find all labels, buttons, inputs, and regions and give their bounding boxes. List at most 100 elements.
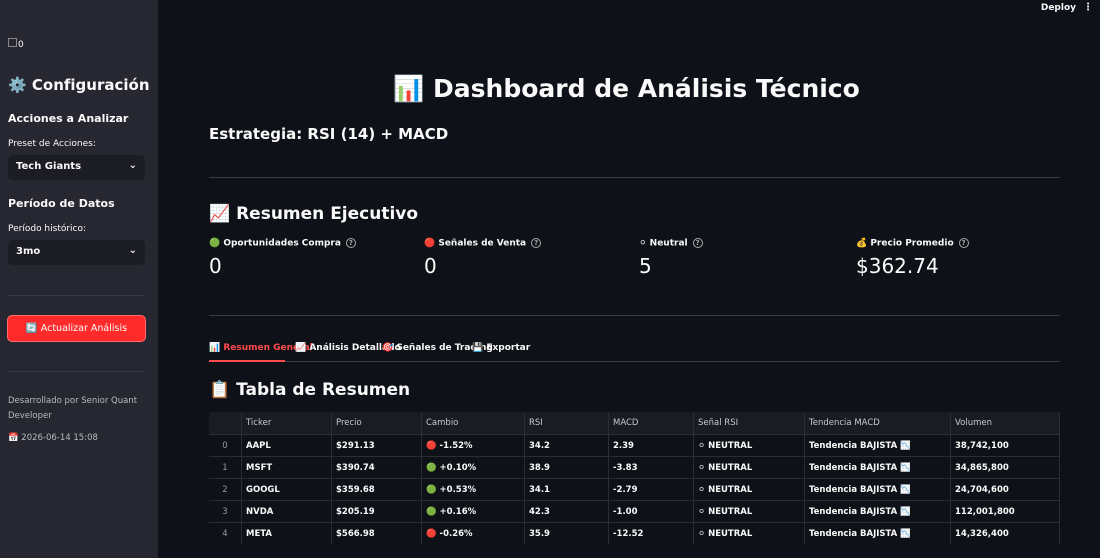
divider: [8, 295, 145, 296]
logo-alt: 0: [18, 40, 24, 50]
table-cell: Tendencia BAJISTA 📉: [804, 434, 951, 457]
metric-label-text: ⚪ Neutral: [639, 238, 688, 249]
column-header: RSI: [524, 412, 609, 435]
tab[interactable]: 📊 Resumen General: [209, 343, 313, 353]
update-button[interactable]: 🔄 Actualizar Análisis: [7, 315, 146, 342]
divider: [209, 315, 1060, 316]
table-row: 3 NVDA $205.19 🟢 +0.16% 42.3 -1.00 ⚪ NEUTRAL Te…: [209, 500, 1060, 523]
metric-label: ⚪ Neutral?: [639, 238, 703, 249]
table-cell: 🔴 -1.52%: [421, 434, 525, 457]
metric-label-text: 🔴 Señales de Venta: [424, 238, 527, 249]
table-cell: $205.19: [331, 500, 422, 523]
table-cell: ⚪ NEUTRAL: [693, 434, 805, 457]
table-cell: 🔴 -0.26%: [421, 522, 525, 544]
period-select[interactable]: 3mo ⌄: [8, 240, 145, 265]
table-row: 2 GOOGL $359.68 🟢 +0.53% 34.1 -2.79 ⚪ NEUTRAL T…: [209, 478, 1060, 501]
table-cell: -3.83: [608, 456, 694, 479]
table-cell: Tendencia BAJISTA 📉: [804, 500, 951, 523]
table-cell: $291.13: [331, 434, 422, 457]
help-icon: ?: [958, 238, 969, 248]
table-cell: ⚪ NEUTRAL: [693, 500, 805, 523]
summary-table: Ticker Precio Cambio RSI MACD Señal RSI Tenden…: [209, 412, 1060, 544]
table-cell: $566.98: [331, 522, 422, 544]
table-cell: 🟢 +0.10%: [421, 456, 525, 479]
table-cell: MSFT: [241, 456, 332, 479]
table-cell: 42.3: [524, 500, 609, 523]
tab[interactable]: 🎯 Señales de Trading: [382, 343, 493, 353]
column-header: [209, 412, 242, 435]
logo: 0: [8, 38, 24, 50]
table-cell: ⚪ NEUTRAL: [693, 456, 805, 479]
table-cell: META: [241, 522, 332, 544]
preset-select[interactable]: Tech Giants ⌄: [8, 155, 145, 180]
table-cell: $390.74: [331, 456, 422, 479]
row-index: 4: [209, 522, 242, 544]
metric-value: $362.74: [856, 254, 939, 278]
table-cell: 38,742,100: [950, 434, 1060, 457]
row-index: 2: [209, 478, 242, 501]
row-index: 1: [209, 456, 242, 479]
field-label: Preset de Acciones:: [8, 139, 96, 149]
table-row: 4 META $566.98 🔴 -0.26% 35.9 -12.52 ⚪ NEUTRAL T…: [209, 522, 1060, 544]
table-cell: -1.00: [608, 500, 694, 523]
table-row: 0 AAPL $291.13 🔴 -1.52% 34.2 2.39 ⚪ NEUTRAL Ten…: [209, 434, 1060, 457]
help-icon: ?: [531, 238, 542, 248]
tab[interactable]: 💾 Exportar: [472, 343, 531, 353]
table-cell: 🟢 +0.16%: [421, 500, 525, 523]
select-value: Tech Giants: [16, 161, 82, 172]
divider: [8, 371, 145, 372]
metric-label-text: 💰 Precio Promedio: [856, 238, 954, 249]
table-cell: 14,326,400: [950, 522, 1060, 544]
table-cell: ⚪ NEUTRAL: [693, 522, 805, 544]
column-header: Cambio: [421, 412, 525, 435]
section-heading: Acciones a Analizar: [8, 112, 129, 125]
help-icon: ?: [692, 238, 703, 248]
table-cell: $359.68: [331, 478, 422, 501]
row-index: 3: [209, 500, 242, 523]
tab[interactable]: 📈 Análisis Detallado: [295, 343, 401, 353]
sidebar: 0 ⚙️ Configuración Acciones a Analizar P…: [0, 0, 158, 558]
page-title: 📊 Dashboard de Análisis Técnico: [393, 74, 860, 103]
table-cell: 2.39: [608, 434, 694, 457]
table-cell: 34.2: [524, 434, 609, 457]
metric-value: 0: [424, 254, 437, 278]
section-heading: Período de Datos: [8, 197, 115, 210]
column-header: Señal RSI: [693, 412, 805, 435]
footer-text: Desarrollado por Senior Quant Developer: [8, 396, 138, 421]
help-icon: ?: [345, 238, 356, 248]
column-header: MACD: [608, 412, 694, 435]
table-cell: GOOGL: [241, 478, 332, 501]
table-row: 1 MSFT $390.74 🟢 +0.10% 38.9 -3.83 ⚪ NEUTRAL Te…: [209, 456, 1060, 479]
column-header: Precio: [331, 412, 422, 435]
timestamp: 📅 2026-06-14 15:08: [8, 433, 98, 443]
table-cell: Tendencia BAJISTA 📉: [804, 456, 951, 479]
table-cell: 38.9: [524, 456, 609, 479]
metric-label: 🔴 Señales de Venta?: [424, 238, 542, 249]
table-cell: 112,001,800: [950, 500, 1060, 523]
section-title: 📋 Tabla de Resumen: [209, 380, 411, 400]
subtitle: Estrategia: RSI (14) + MACD: [209, 125, 449, 143]
table-cell: 34,865,800: [950, 456, 1060, 479]
deploy-button[interactable]: Deploy: [1040, 3, 1076, 13]
table-cell: 24,704,600: [950, 478, 1060, 501]
table-cell: Tendencia BAJISTA 📉: [804, 478, 951, 501]
menu-button[interactable]: ⋮: [1083, 2, 1093, 13]
column-header: Volumen: [950, 412, 1060, 435]
metric-label-text: 🟢 Oportunidades Compra: [209, 238, 341, 249]
table-cell: 🟢 +0.53%: [421, 478, 525, 501]
select-value: 3mo: [16, 246, 41, 257]
table-cell: ⚪ NEUTRAL: [693, 478, 805, 501]
table-cell: 35.9: [524, 522, 609, 544]
table-cell: -12.52: [608, 522, 694, 544]
divider: [209, 177, 1060, 178]
section-title: 📈 Resumen Ejecutivo: [209, 204, 419, 224]
metric-value: 5: [639, 254, 652, 278]
table-cell: -2.79: [608, 478, 694, 501]
metric-value: 0: [209, 254, 222, 278]
tab-rule: [209, 361, 1060, 362]
table-cell: AAPL: [241, 434, 332, 457]
field-label: Período histórico:: [8, 224, 87, 234]
active-tab-indicator: [209, 360, 285, 362]
metric-label: 🟢 Oportunidades Compra?: [209, 238, 356, 249]
